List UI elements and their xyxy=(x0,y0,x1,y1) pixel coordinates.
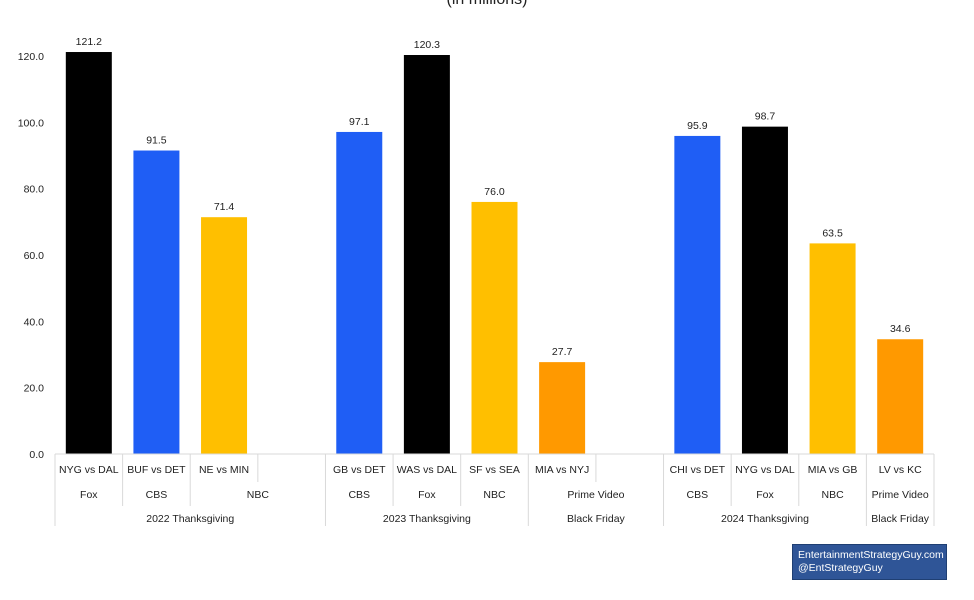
category-label: WAS vs DAL xyxy=(397,464,457,476)
event-label: 2022 Thanksgiving xyxy=(146,513,234,525)
data-label: 98.7 xyxy=(755,111,776,123)
bar xyxy=(471,201,518,454)
data-label: 63.5 xyxy=(822,227,843,239)
bar xyxy=(877,339,924,454)
bar xyxy=(201,217,248,454)
y-tick-label: 0.0 xyxy=(29,449,44,461)
category-label: NYG vs DAL xyxy=(735,464,795,476)
data-label: 76.0 xyxy=(484,186,505,198)
category-label: GB vs DET xyxy=(333,464,386,476)
data-label: 34.6 xyxy=(890,323,911,335)
chart-subtitle: (in millions) xyxy=(0,0,974,9)
credit-handle: @EntStrategyGuy xyxy=(798,562,883,574)
y-tick-label: 40.0 xyxy=(24,316,45,328)
y-tick-label: 20.0 xyxy=(24,383,45,395)
bar xyxy=(403,55,450,454)
network-label: CBS xyxy=(687,489,709,501)
bar xyxy=(809,243,856,454)
category-label: NE vs MIN xyxy=(199,464,249,476)
network-label: Prime Video xyxy=(567,489,624,501)
y-tick-label: 80.0 xyxy=(24,184,45,196)
network-label: Fox xyxy=(418,489,436,501)
bar xyxy=(65,52,112,455)
network-label: CBS xyxy=(146,489,168,501)
event-label: 2024 Thanksgiving xyxy=(721,513,809,525)
network-label: NBC xyxy=(483,489,506,501)
y-tick-label: 120.0 xyxy=(18,51,44,63)
bar xyxy=(539,362,586,454)
y-tick-label: 100.0 xyxy=(18,117,44,129)
network-label: Fox xyxy=(756,489,774,501)
data-label: 71.4 xyxy=(214,201,235,213)
bar xyxy=(133,150,180,454)
bar xyxy=(336,131,383,454)
data-label: 27.7 xyxy=(552,346,573,358)
category-label: MIA vs NYJ xyxy=(535,464,589,476)
event-label: Black Friday xyxy=(871,513,930,525)
bar xyxy=(741,126,788,455)
data-label: 97.1 xyxy=(349,116,370,128)
data-label: 95.9 xyxy=(687,120,708,132)
data-label: 91.5 xyxy=(146,135,167,147)
network-label: NBC xyxy=(821,489,844,501)
event-label: 2023 Thanksgiving xyxy=(383,513,471,525)
data-label: 121.2 xyxy=(76,36,102,48)
network-label: Fox xyxy=(80,489,98,501)
category-label: MIA vs GB xyxy=(808,464,858,476)
category-label: SF vs SEA xyxy=(469,464,520,476)
credit-website: EntertainmentStrategyGuy.com xyxy=(798,549,944,561)
event-label: Black Friday xyxy=(567,513,626,525)
credit-box: EntertainmentStrategyGuy.com @EntStrateg… xyxy=(792,544,947,580)
y-tick-label: 60.0 xyxy=(24,250,45,262)
category-label: NYG vs DAL xyxy=(59,464,119,476)
category-label: LV vs KC xyxy=(879,464,922,476)
category-label: CHI vs DET xyxy=(670,464,726,476)
network-label: Prime Video xyxy=(872,489,929,501)
category-label: BUF vs DET xyxy=(127,464,186,476)
bar xyxy=(674,135,721,454)
network-label: CBS xyxy=(348,489,370,501)
data-label: 120.3 xyxy=(414,39,440,51)
network-label: NBC xyxy=(247,489,270,501)
